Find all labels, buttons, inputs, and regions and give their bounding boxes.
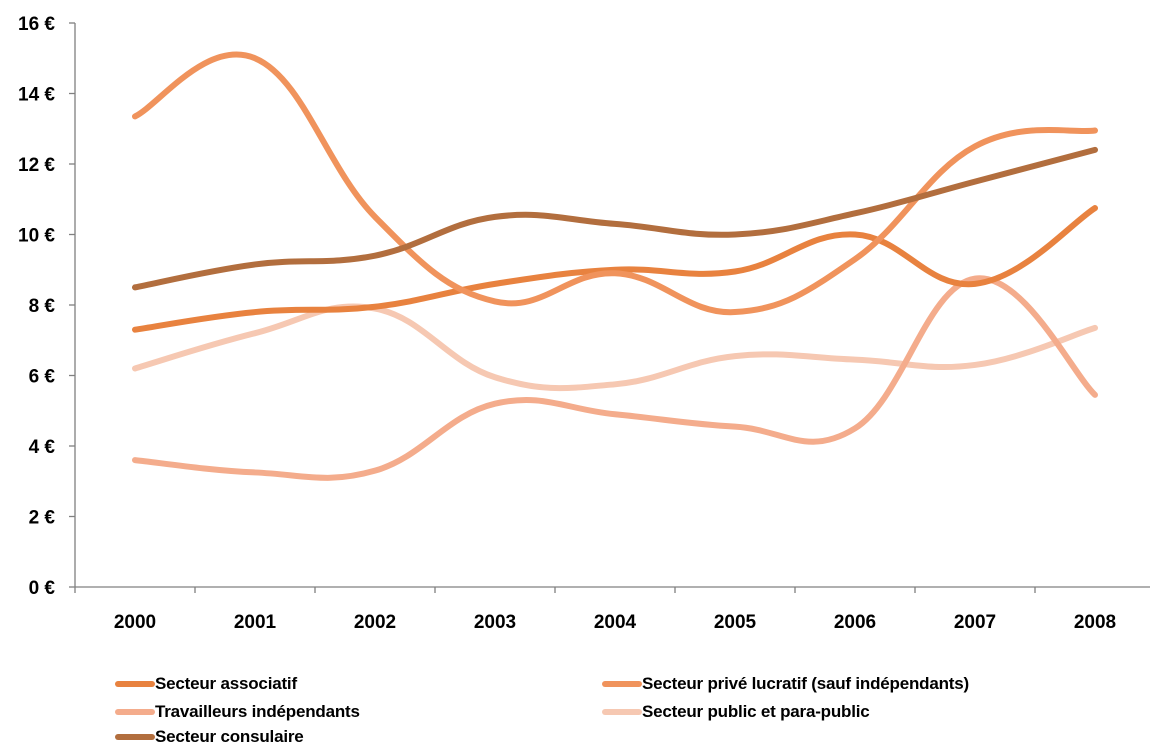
legend-item-secteur-consulaire: Secteur consulaire bbox=[115, 726, 304, 748]
legend-label: Travailleurs indépendants bbox=[155, 702, 360, 721]
legend: Secteur associatif Secteur privé lucrati… bbox=[0, 670, 1150, 747]
x-tick-label: 2005 bbox=[714, 612, 757, 633]
x-tick-label: 2002 bbox=[354, 612, 396, 633]
y-tick-label: 16 € bbox=[18, 14, 55, 35]
x-tick-label: 2008 bbox=[1074, 612, 1116, 633]
y-tick-label: 12 € bbox=[18, 155, 55, 176]
x-tick-label: 2006 bbox=[834, 612, 876, 633]
legend-item-secteur-prive-lucratif: Secteur privé lucratif (sauf indépendant… bbox=[602, 673, 969, 695]
y-tick-label: 4 € bbox=[29, 437, 56, 458]
y-tick-label: 14 € bbox=[18, 85, 55, 106]
legend-item-secteur-associatif: Secteur associatif bbox=[115, 673, 297, 695]
x-tick-label: 2003 bbox=[474, 612, 516, 633]
legend-swatch bbox=[602, 681, 642, 687]
x-tick-label: 2007 bbox=[954, 612, 996, 633]
x-tick-label: 2000 bbox=[114, 612, 156, 633]
y-tick-label: 10 € bbox=[18, 226, 55, 247]
x-tick-label: 2004 bbox=[594, 612, 637, 633]
legend-item-travailleurs-independants: Travailleurs indépendants bbox=[115, 701, 360, 723]
series-line-secteur-priv-lucratif-sauf-ind-pendants bbox=[132, 51, 1098, 316]
y-tick-label: 0 € bbox=[29, 578, 56, 599]
legend-item-secteur-public: Secteur public et para-public bbox=[602, 701, 870, 723]
y-tick-label: 2 € bbox=[29, 508, 56, 529]
legend-label: Secteur privé lucratif (sauf indépendant… bbox=[642, 674, 969, 693]
series-layer bbox=[132, 51, 1098, 481]
y-tick-label: 8 € bbox=[29, 296, 56, 317]
legend-swatch bbox=[115, 734, 155, 740]
series-line-travailleurs-ind-pendants bbox=[132, 275, 1098, 481]
line-chart: 0 € 2 € 4 € 6 € 8 € 10 € 12 € 14 € 16 € 2000 2001 2… bbox=[18, 14, 1150, 633]
x-tick-label: 2001 bbox=[234, 612, 277, 633]
legend-label: Secteur associatif bbox=[155, 674, 297, 693]
axes-layer: 0 € 2 € 4 € 6 € 8 € 10 € 12 € 14 € 16 € 2000 2001 2… bbox=[18, 14, 1150, 633]
series-line-secteur-public-et-para-public bbox=[132, 303, 1098, 392]
legend-label: Secteur public et para-public bbox=[642, 702, 870, 721]
legend-swatch bbox=[115, 709, 155, 715]
legend-label: Secteur consulaire bbox=[155, 727, 304, 746]
legend-swatch bbox=[115, 681, 155, 687]
y-tick-label: 6 € bbox=[29, 367, 56, 388]
series-line-secteur-associatif bbox=[132, 205, 1098, 333]
series-line-secteur-consulaire bbox=[132, 146, 1098, 291]
legend-swatch bbox=[602, 709, 642, 715]
